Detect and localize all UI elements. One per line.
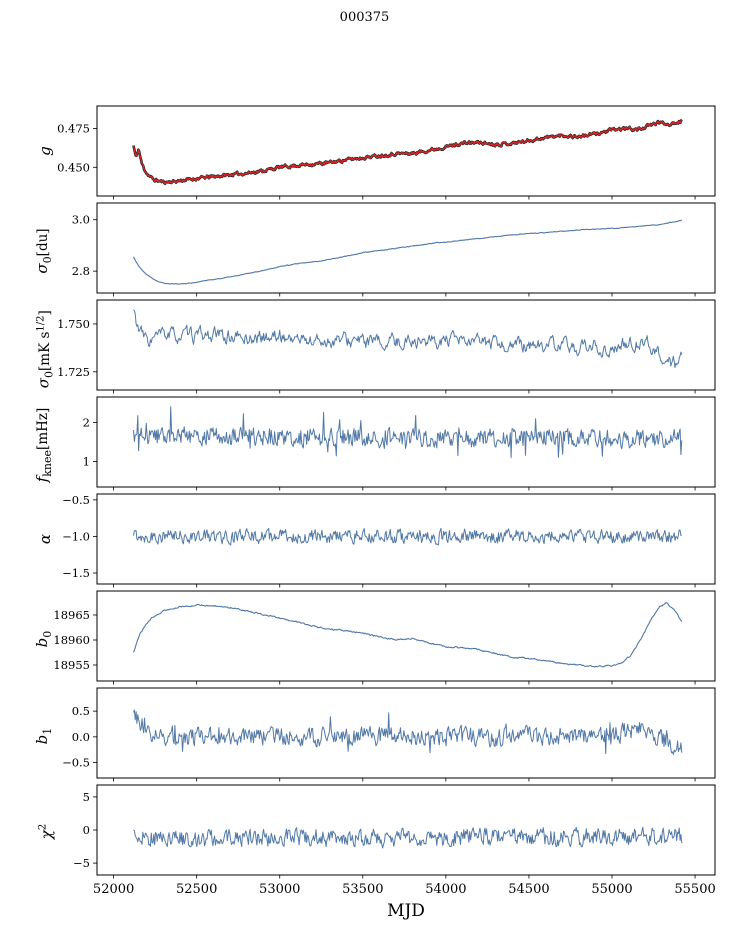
panel-border — [96, 784, 716, 876]
x-axis-label: MJD — [387, 901, 425, 921]
series-line-alpha-0 — [133, 527, 682, 546]
x-tick-label: 54000 — [425, 882, 466, 897]
panel-border — [96, 396, 716, 488]
y-tick-label: 5 — [83, 790, 90, 804]
panel-alpha: −1.5 −1.0 −0.5 — [62, 493, 716, 588]
y-tick-label: 0.0 — [72, 730, 90, 744]
panel-b1: −0.5 0.0 0.5 — [62, 687, 716, 782]
y-tick-label: 18965 — [53, 608, 90, 622]
y-tick-label: −1.5 — [62, 566, 90, 580]
x-tick-label: 53000 — [259, 882, 300, 897]
panel-b0: 18955 18960 18965 — [53, 590, 716, 685]
panel-g: 0.450 0.475 — [57, 105, 716, 200]
x-tick-label: 52000 — [93, 882, 134, 897]
x-tick-label: 52500 — [176, 882, 217, 897]
y-axis-label-chi2: χ2 — [37, 823, 56, 840]
y-tick-label: −5 — [73, 856, 90, 870]
y-tick-label: 0.5 — [72, 704, 90, 718]
panel-sigma0-mks: 1.725 1.750 — [57, 299, 716, 394]
panel-sigma0-du: 2.8 3.0 — [72, 202, 716, 297]
y-tick-label: 3.0 — [72, 213, 90, 227]
panel-fknee: 12 — [83, 396, 716, 491]
series-line-g-1 — [132, 119, 683, 185]
panel-border — [96, 299, 716, 391]
panel-border — [96, 590, 716, 682]
series-line-b0-0 — [132, 601, 683, 668]
panel-border — [96, 687, 716, 779]
y-tick-label: 1.725 — [57, 365, 90, 379]
y-tick-label: 2.8 — [72, 264, 90, 278]
y-tick-label: 2 — [83, 415, 90, 429]
series-line-chi2-0 — [133, 826, 683, 849]
series-line-sigma0-mks-0 — [133, 309, 683, 368]
panel-border — [96, 202, 716, 294]
x-tick-label: 55000 — [591, 882, 632, 897]
series-line-g-0 — [132, 119, 683, 185]
x-tick-label: 53500 — [342, 882, 383, 897]
series-line-sigma0-du-0 — [133, 219, 683, 285]
y-tick-label: 1.750 — [57, 317, 90, 331]
panel-chi2: −5 0 5 52000 52500 53000 53500 54000 54500 55000 5… — [73, 784, 716, 897]
y-tick-label: −1.0 — [62, 529, 90, 543]
x-tick-label: 54500 — [508, 882, 549, 897]
figure-title: 000375 — [339, 10, 390, 25]
y-tick-label: 1 — [83, 455, 90, 469]
series-line-fknee-0 — [133, 406, 683, 458]
y-tick-label: −0.5 — [62, 756, 90, 770]
y-tick-label: 0 — [83, 823, 90, 837]
y-tick-label: 0.450 — [57, 160, 90, 174]
y-tick-label: −0.5 — [62, 493, 90, 507]
panel-border — [96, 493, 716, 585]
panel-border — [96, 105, 716, 197]
series-line-b1-0 — [133, 709, 683, 755]
y-tick-label: 0.475 — [57, 122, 90, 136]
y-tick-label: 18955 — [53, 658, 90, 672]
y-tick-label: 18960 — [53, 633, 90, 647]
x-tick-label: 55500 — [674, 882, 715, 897]
